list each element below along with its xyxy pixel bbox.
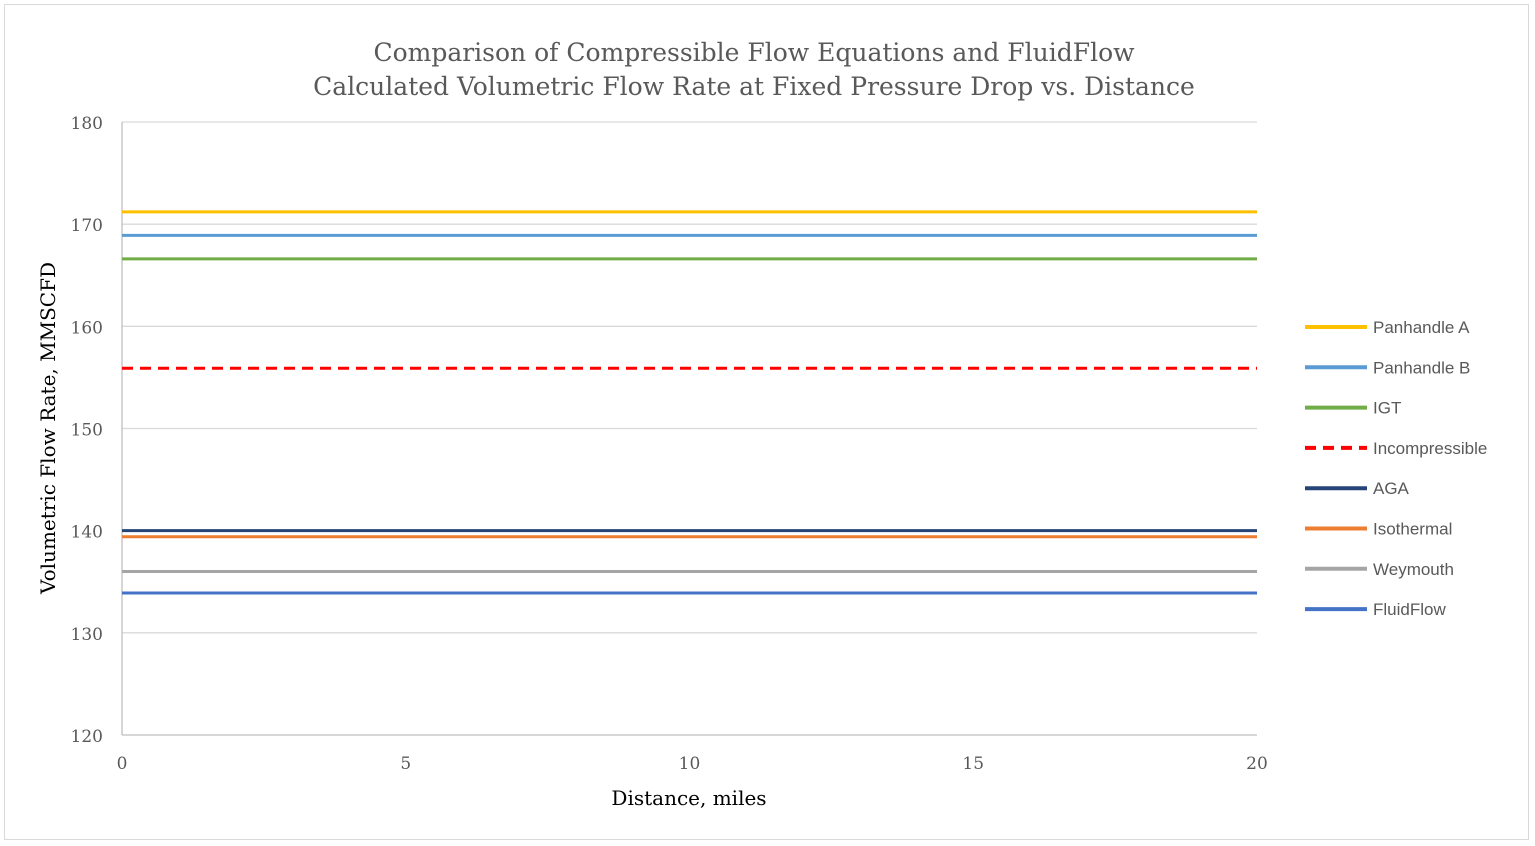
legend-label-igt: IGT (1373, 399, 1401, 418)
legend-label-weymouth: Weymouth (1373, 560, 1454, 579)
x-tick-label-0: 0 (117, 754, 128, 774)
legend-label-fluidflow: FluidFlow (1373, 600, 1446, 619)
y-tick-label-140: 140 (71, 523, 103, 543)
x-tick-label-5: 5 (400, 754, 411, 774)
chart-frame (4, 4, 1529, 840)
x-tick-label-10: 10 (679, 754, 701, 774)
legend-label-incompressible: Incompressible (1373, 439, 1487, 458)
y-tick-label-170: 170 (71, 216, 103, 236)
legend-label-isothermal: Isothermal (1373, 520, 1452, 539)
y-tick-label-160: 160 (71, 318, 103, 338)
series-lines (122, 210, 1257, 595)
legend: Panhandle A Panhandle B IGT Incompressible A… (1305, 318, 1487, 619)
legend-label-panhandle-b: Panhandle B (1373, 358, 1470, 377)
x-tick-label-15: 15 (962, 754, 984, 774)
chart-title: Comparison of Compressible Flow Equation… (373, 38, 1135, 67)
x-tick-label-20: 20 (1246, 754, 1268, 774)
y-tick-label-180: 180 (71, 114, 103, 134)
y-tick-label-120: 120 (71, 727, 103, 747)
y-tick-label-130: 130 (71, 625, 103, 645)
legend-label-aga: AGA (1373, 479, 1410, 498)
chart-subtitle: Calculated Volumetric Flow Rate at Fixed… (313, 72, 1195, 101)
x-axis-label: Distance, miles (611, 786, 766, 810)
axes (121, 122, 1257, 736)
gridlines (122, 121, 1257, 634)
legend-label-panhandle-a: Panhandle A (1373, 318, 1470, 337)
y-tick-label-150: 150 (71, 421, 103, 441)
y-axis-label: Volumetric Flow Rate, MMSCFD (36, 262, 60, 595)
y-tick-labels: 120 130 140 150 160 170 180 (71, 114, 103, 747)
x-tick-labels: 0 5 10 15 20 (117, 754, 1268, 774)
